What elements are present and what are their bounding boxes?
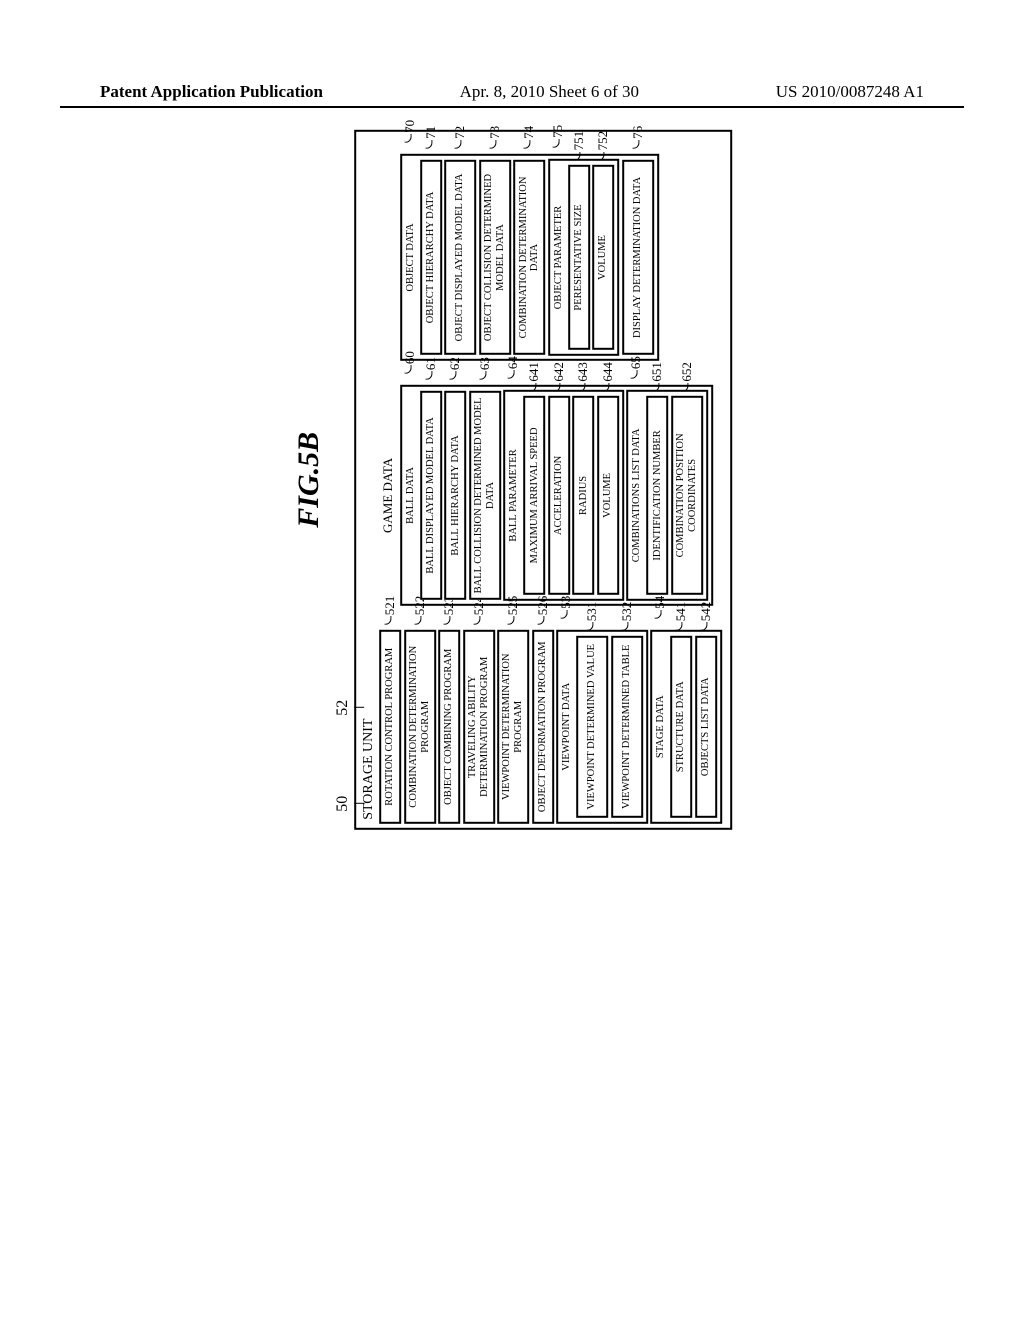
storage-unit-label: STORAGE UNIT: [359, 136, 379, 824]
figure-title: FIG.5B: [292, 130, 326, 830]
label: OBJECT DATA: [404, 159, 418, 356]
label: COMBINATION DETERMINATION DATA: [518, 165, 541, 350]
label: OBJECT DEFORMATION PROGRAM: [537, 641, 549, 812]
label: COMBINATIONS LIST DATA: [631, 395, 645, 596]
box-object-deformation: OBJECT DEFORMATION PROGRAM 526: [532, 630, 554, 824]
ref-70: 70: [402, 120, 418, 133]
page-header: Patent Application Publication Apr. 8, 2…: [0, 82, 1024, 102]
label: COMBINATION POSITION COORDINATES: [676, 401, 699, 590]
label: VIEWPOINT DETERMINATION PROGRAM: [502, 635, 525, 819]
box-ball-hierarchy: BALL HIERARCHY DATA 62: [445, 391, 467, 600]
label: DISPLAY DETERMINATION DATA: [632, 177, 644, 338]
right-column: OBJECT DATA 70 OBJECT HIERARCHY DATA 71 …: [379, 136, 722, 361]
box-representative-size: PERESENTATIVE SIZE 751: [568, 165, 590, 350]
label: OBJECT HIERARCHY DATA: [425, 192, 437, 324]
label: BALL PARAMETER: [508, 395, 522, 596]
ref-644: 644: [601, 362, 615, 382]
ball-parameter-group: BALL PARAMETER 64 MAXIMUM ARRIVAL SPEED …: [504, 390, 625, 601]
ref-72: 72: [453, 126, 467, 139]
header-center: Apr. 8, 2010 Sheet 6 of 30: [460, 82, 639, 102]
viewpoint-data-group: VIEWPOINT DATA 53 VIEWPOINT DETERMINED V…: [556, 630, 648, 824]
box-object-displayed-model: OBJECT DISPLAYED MODEL DATA 72: [444, 160, 476, 355]
spacer: [379, 154, 397, 361]
label: OBJECT COMBINING PROGRAM: [443, 649, 455, 805]
box-radius: RADIUS 643: [573, 396, 595, 595]
label: OBJECT PARAMETER: [552, 164, 566, 351]
label: ACCELERATION: [553, 456, 565, 535]
label: VOLUME: [598, 235, 610, 280]
ref-752: 752: [596, 131, 610, 151]
ref-642: 642: [552, 362, 566, 382]
label: OBJECTS LIST DATA: [700, 677, 712, 776]
ref-651: 651: [650, 362, 664, 382]
middle-column: GAME DATA BALL DATA 60 BALL DISPLAYED MO…: [379, 367, 722, 606]
ref-641: 641: [527, 362, 541, 382]
box-objects-list: OBJECTS LIST DATA 542: [695, 636, 717, 818]
box-viewpoint-determination: VIEWPOINT DETERMINATION PROGRAM 525: [497, 630, 529, 824]
box-identification-number: IDENTIFICATION NUMBER 651: [647, 396, 669, 595]
label: VIEWPOINT DATA: [560, 635, 574, 819]
box-combination-position: COMBINATION POSITION COORDINATES 652: [671, 396, 703, 595]
box-viewpoint-value: VIEWPOINT DETERMINED VALUE 531: [576, 636, 608, 818]
box-acceleration: ACCELERATION 642: [548, 396, 570, 595]
ref-76: 76: [631, 126, 645, 139]
object-data-group: OBJECT DATA 70 OBJECT HIERARCHY DATA 71 …: [400, 154, 659, 361]
box-object-collision-model: OBJECT COLLISION DETERMINED MODEL DATA 7…: [479, 160, 511, 355]
label: BALL DATA: [404, 390, 418, 601]
box-combination-determination-data: COMBINATION DETERMINATION DATA 74: [513, 160, 545, 355]
label: STAGE DATA: [654, 635, 668, 819]
ref-73: 73: [488, 126, 502, 139]
box-structure-data: STRUCTURE DATA 541: [670, 636, 692, 818]
box-volume-ball: VOLUME 644: [597, 396, 619, 595]
object-parameter-group: OBJECT PARAMETER 75 PERESENTATIVE SIZE 7…: [548, 159, 620, 356]
label: VOLUME: [602, 473, 614, 518]
label: OBJECT COLLISION DETERMINED MODEL DATA: [483, 165, 506, 350]
ball-data-group: BALL DATA 60 BALL DISPLAYED MODEL DATA 6…: [400, 385, 713, 606]
label: OBJECT DISPLAYED MODEL DATA: [454, 174, 466, 342]
box-combination-determination: COMBINATION DETERMINATION PROGRAM 522: [404, 630, 436, 824]
ref-751: 751: [572, 131, 586, 151]
label: BALL DISPLAYED MODEL DATA: [425, 417, 437, 573]
label: RADIUS: [578, 476, 590, 515]
box-object-combining: OBJECT COMBINING PROGRAM 523: [438, 630, 460, 824]
ref-50: 50: [334, 796, 352, 812]
ref-643: 643: [576, 362, 590, 382]
box-rotation-control: ROTATION CONTROL PROGRAM 521: [379, 630, 401, 824]
label: BALL COLLISION DETERMINED MODEL DATA: [474, 396, 497, 595]
label: COMBINATION DETERMINATION PROGRAM: [408, 635, 431, 819]
ref-75: 75: [550, 125, 566, 138]
label: MAXIMUM ARRIVAL SPEED: [529, 427, 541, 563]
label: TRAVELING ABILITY DETERMINATION PROGRAM: [467, 635, 490, 819]
ref-652: 652: [680, 362, 694, 382]
game-data-title: GAME DATA: [379, 385, 397, 606]
label: BALL HIERARCHY DATA: [450, 435, 462, 555]
box-viewpoint-table: VIEWPOINT DETERMINED TABLE 532: [611, 636, 643, 818]
ref-52: 52: [334, 700, 352, 716]
header-rule: [60, 106, 964, 108]
label: ROTATION CONTROL PROGRAM: [384, 648, 396, 806]
label: VIEWPOINT DETERMINED VALUE: [586, 644, 598, 810]
stage-data-group: STAGE DATA 54 STRUCTURE DATA 541 OBJECTS…: [650, 630, 722, 824]
storage-unit-box: STORAGE UNIT ROTATION CONTROL PROGRAM 52…: [354, 130, 732, 830]
ref-74: 74: [522, 126, 536, 139]
header-left: Patent Application Publication: [100, 82, 323, 102]
left-column: ROTATION CONTROL PROGRAM 521 COMBINATION…: [379, 612, 722, 824]
columns: ROTATION CONTROL PROGRAM 521 COMBINATION…: [379, 136, 722, 824]
header-right: US 2010/0087248 A1: [776, 82, 924, 102]
box-ball-collision-model: BALL COLLISION DETERMINED MODEL DATA 63: [469, 391, 501, 600]
combinations-list-group: COMBINATIONS LIST DATA 65 IDENTIFICATION…: [627, 390, 709, 601]
box-object-hierarchy: OBJECT HIERARCHY DATA 71: [420, 160, 442, 355]
label: IDENTIFICATION NUMBER: [652, 430, 664, 560]
box-display-determination: DISPLAY DETERMINATION DATA 76: [622, 160, 654, 355]
box-max-arrival-speed: MAXIMUM ARRIVAL SPEED 641: [524, 396, 546, 595]
label: PERESENTATIVE SIZE: [573, 204, 585, 310]
box-volume-object: VOLUME 752: [592, 165, 614, 350]
box-traveling-ability: TRAVELING ABILITY DETERMINATION PROGRAM …: [463, 630, 495, 824]
figure-5b: FIG.5B 50 52 STORAGE UNIT ROTATION CONTR…: [292, 130, 732, 830]
box-ball-displayed-model: BALL DISPLAYED MODEL DATA 61: [420, 391, 442, 600]
label: STRUCTURE DATA: [676, 681, 688, 772]
top-reference-numbers: 50 52: [334, 130, 352, 812]
ref-71: 71: [424, 126, 438, 139]
label: VIEWPOINT DETERMINED TABLE: [621, 645, 633, 809]
